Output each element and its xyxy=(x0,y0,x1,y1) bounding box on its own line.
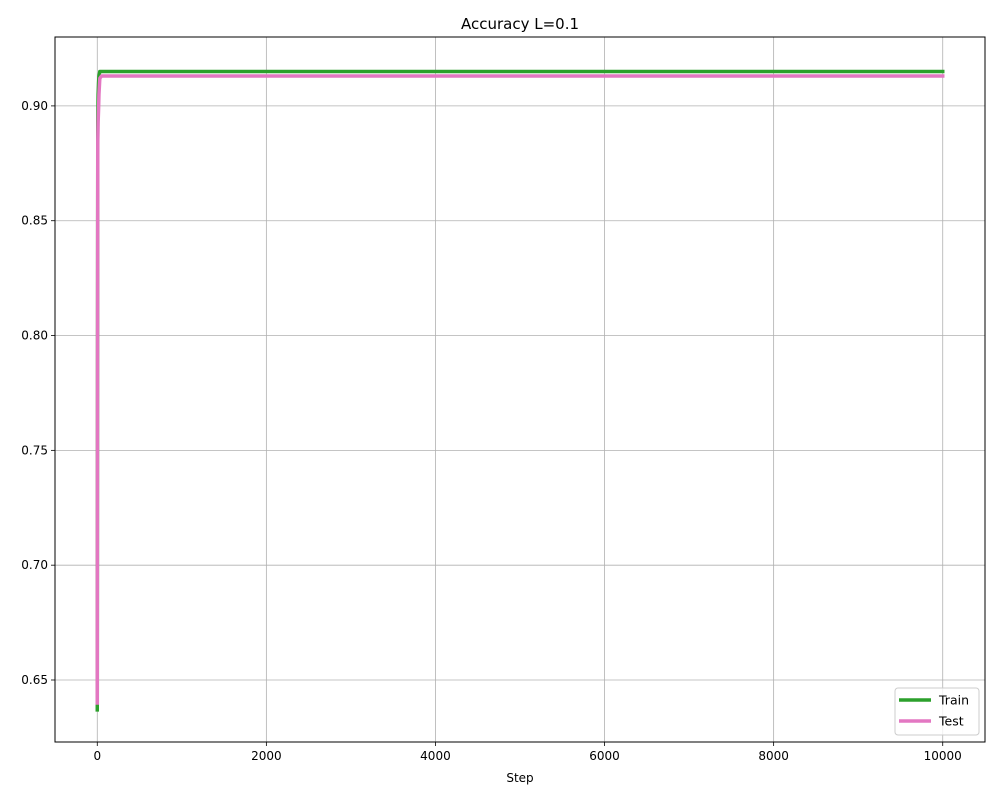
x-axis-ticks: 0 2000 4000 6000 8000 10000 xyxy=(93,742,962,763)
y-tick-label: 0.85 xyxy=(21,214,48,228)
series-line-test xyxy=(95,74,945,705)
x-tick-label: 0 xyxy=(93,749,101,763)
y-tick-label: 0.70 xyxy=(21,558,48,572)
x-tick-label: 4000 xyxy=(420,749,451,763)
legend-label-test: Test xyxy=(938,714,964,729)
plot-frame xyxy=(54,36,986,743)
x-tick-label: 2000 xyxy=(251,749,282,763)
y-tick-label: 0.80 xyxy=(21,329,48,343)
grid xyxy=(55,37,985,742)
y-axis-ticks: 0.65 0.70 0.75 0.80 0.85 0.90 xyxy=(21,99,55,687)
x-tick-label: 10000 xyxy=(924,749,962,763)
legend: Train Test xyxy=(894,687,980,736)
y-tick-label: 0.75 xyxy=(21,443,48,457)
x-axis-label: Step xyxy=(506,771,533,785)
y-tick-label: 0.65 xyxy=(21,673,48,687)
chart-title: Accuracy L=0.1 xyxy=(461,15,579,33)
x-tick-label: 6000 xyxy=(589,749,620,763)
legend-label-train: Train xyxy=(938,693,969,708)
series-lines xyxy=(95,69,945,712)
y-tick-label: 0.90 xyxy=(21,99,48,113)
x-tick-label: 8000 xyxy=(758,749,789,763)
